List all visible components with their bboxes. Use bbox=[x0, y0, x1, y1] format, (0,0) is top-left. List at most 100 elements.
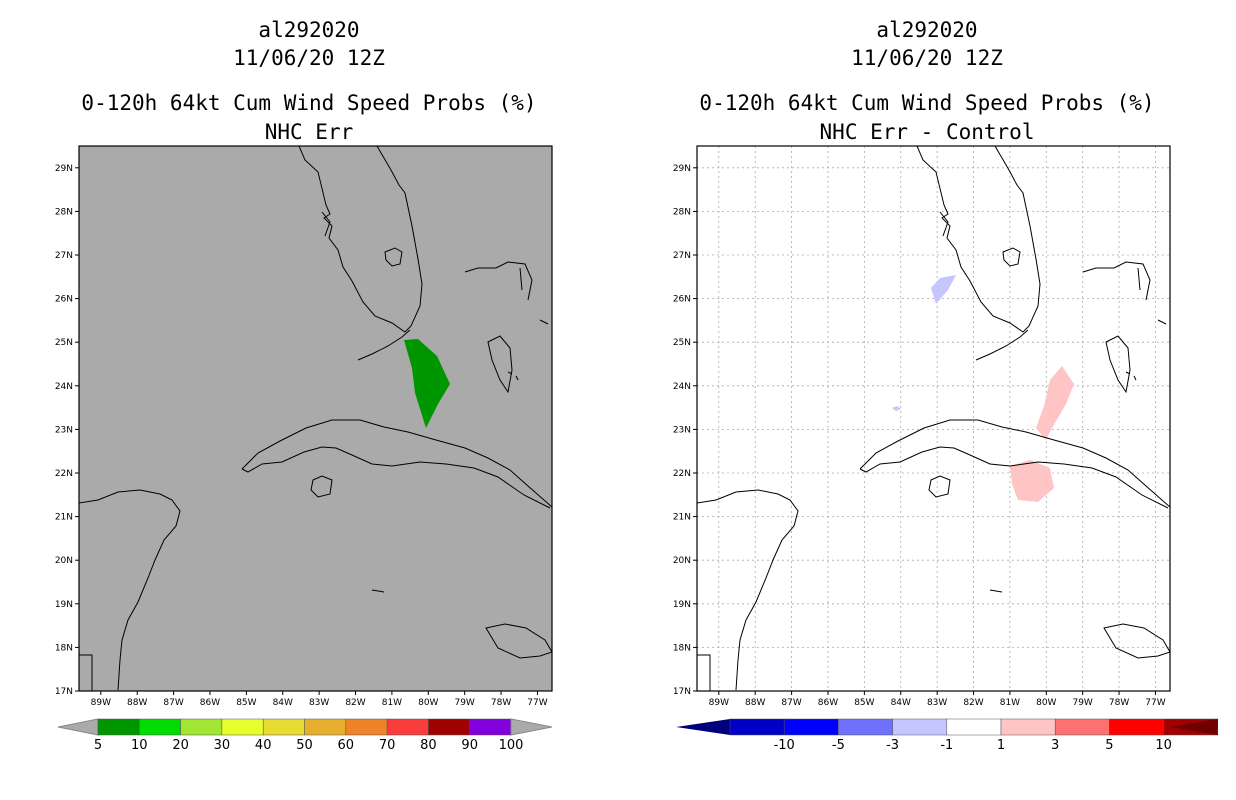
colorbar-label: -5 bbox=[832, 738, 845, 753]
lat-label: 24N bbox=[673, 382, 691, 392]
colorbar-swatch bbox=[221, 718, 264, 736]
lat-label: 18N bbox=[55, 643, 73, 653]
map-frame bbox=[79, 146, 552, 691]
lon-label: 86W bbox=[200, 698, 220, 708]
difference-region-negative-small bbox=[892, 406, 901, 411]
colorbar-label: -10 bbox=[774, 738, 795, 753]
forecast-time: 11/06/20 12Z bbox=[233, 46, 385, 70]
lat-label: 27N bbox=[55, 251, 73, 261]
difference-region-negative bbox=[931, 275, 956, 304]
lat-label: 25N bbox=[55, 338, 73, 348]
lon-label: 89W bbox=[91, 698, 111, 708]
lat-label: 27N bbox=[673, 251, 691, 261]
colorbar-end-low bbox=[57, 718, 99, 736]
colorbar-swatch bbox=[1000, 718, 1056, 736]
lat-label: 25N bbox=[673, 338, 691, 348]
colorbar-swatch bbox=[729, 718, 785, 736]
lon-axis: 89W 88W 87W 86W 85W 84W 83W 82W 81W 80W 79W 78W 77W bbox=[709, 691, 1166, 708]
lon-label: 78W bbox=[1109, 698, 1129, 708]
lat-label: 20N bbox=[55, 556, 73, 566]
colorbar-label: -1 bbox=[940, 738, 953, 753]
colorbar: 5 10 20 30 40 50 60 70 80 90 100 bbox=[57, 718, 553, 753]
colorbar-label: 100 bbox=[499, 738, 524, 753]
colorbar-label: 20 bbox=[172, 738, 189, 753]
map-frame bbox=[697, 146, 1170, 691]
colorbar-label: 60 bbox=[338, 738, 355, 753]
lon-label: 79W bbox=[1072, 698, 1092, 708]
lat-label: 21N bbox=[673, 513, 691, 523]
colorbar-label: 1 bbox=[997, 738, 1005, 753]
colorbar-label: 90 bbox=[461, 738, 478, 753]
lat-label: 17N bbox=[673, 687, 691, 697]
lon-label: 86W bbox=[818, 698, 838, 708]
lon-label: 82W bbox=[345, 698, 365, 708]
lon-label: 80W bbox=[1036, 698, 1056, 708]
right-map: 29N28N27N26N25N24N23N22N21N20N19N18N17N … bbox=[673, 145, 1219, 753]
lat-label: 19N bbox=[673, 600, 691, 610]
lon-label: 81W bbox=[382, 698, 402, 708]
colorbar-label: 3 bbox=[1051, 738, 1059, 753]
lon-label: 85W bbox=[854, 698, 874, 708]
right-panel: al292020 11/06/20 12Z 0-120h 64kt Cum Wi… bbox=[618, 0, 1236, 800]
lon-label: 87W bbox=[781, 698, 801, 708]
colorbar-label: 10 bbox=[1155, 738, 1172, 753]
lon-label: 83W bbox=[309, 698, 329, 708]
colorbar-swatch bbox=[1109, 718, 1164, 736]
colorbar: -10 -5 -3 -1 1 3 5 10 bbox=[676, 718, 1219, 753]
colorbar-label: 50 bbox=[296, 738, 313, 753]
lat-label: 17N bbox=[55, 687, 73, 697]
lat-label: 20N bbox=[673, 556, 691, 566]
storm-id: al292020 bbox=[258, 18, 360, 42]
product-subtitle: NHC Err bbox=[264, 120, 354, 144]
colorbar-swatch bbox=[97, 718, 140, 736]
colorbar-swatch bbox=[892, 718, 948, 736]
lat-label: 22N bbox=[673, 469, 691, 479]
lon-label: 84W bbox=[891, 698, 911, 708]
lat-label: 28N bbox=[673, 207, 691, 217]
colorbar-label: 40 bbox=[255, 738, 272, 753]
forecast-time: 11/06/20 12Z bbox=[851, 46, 1003, 70]
colorbar-swatch bbox=[838, 718, 893, 736]
lon-label: 77W bbox=[1145, 698, 1165, 708]
lat-label: 18N bbox=[673, 643, 691, 653]
colorbar-swatch bbox=[1054, 718, 1110, 736]
lon-label: 78W bbox=[491, 698, 511, 708]
colorbar-label: 30 bbox=[214, 738, 231, 753]
lat-label: 24N bbox=[55, 382, 73, 392]
lon-label: 84W bbox=[273, 698, 293, 708]
lon-label: 80W bbox=[418, 698, 438, 708]
coastlines bbox=[79, 146, 552, 691]
lon-label: 83W bbox=[927, 698, 947, 708]
probability-region-5pct bbox=[404, 339, 450, 428]
lon-label: 77W bbox=[527, 698, 547, 708]
colorbar-label: 10 bbox=[131, 738, 148, 753]
colorbar-label: 5 bbox=[94, 738, 102, 753]
lon-label: 81W bbox=[1000, 698, 1020, 708]
lon-axis: 89W 88W 87W 86W 85W 84W 83W 82W 81W 80W 79W 78W 77W bbox=[91, 691, 548, 708]
colorbar-swatch bbox=[946, 718, 1002, 736]
lon-label: 88W bbox=[127, 698, 147, 708]
colorbar-end-high bbox=[1171, 719, 1218, 735]
lat-label: 23N bbox=[55, 425, 73, 435]
colorbar-swatch bbox=[304, 718, 347, 736]
product-title: 0-120h 64kt Cum Wind Speed Probs (%) bbox=[699, 91, 1155, 115]
storm-id: al292020 bbox=[876, 18, 978, 42]
lat-label: 29N bbox=[673, 164, 691, 174]
colorbar-label: 70 bbox=[379, 738, 396, 753]
colorbar-swatch bbox=[428, 718, 470, 736]
lat-label: 19N bbox=[55, 600, 73, 610]
lon-label: 88W bbox=[745, 698, 765, 708]
colorbar-swatch bbox=[386, 718, 429, 736]
lon-label: 82W bbox=[963, 698, 983, 708]
lat-label: 26N bbox=[673, 295, 691, 305]
colorbar-label: 5 bbox=[1105, 738, 1113, 753]
lat-label: 29N bbox=[55, 164, 73, 174]
lat-label: 28N bbox=[55, 207, 73, 217]
colorbar-swatch bbox=[139, 718, 181, 736]
product-title: 0-120h 64kt Cum Wind Speed Probs (%) bbox=[81, 91, 537, 115]
lat-label: 22N bbox=[55, 469, 73, 479]
colorbar-swatch bbox=[262, 718, 305, 736]
grid-lines bbox=[697, 146, 1170, 691]
colorbar-swatch bbox=[345, 718, 388, 736]
lon-label: 89W bbox=[709, 698, 729, 708]
